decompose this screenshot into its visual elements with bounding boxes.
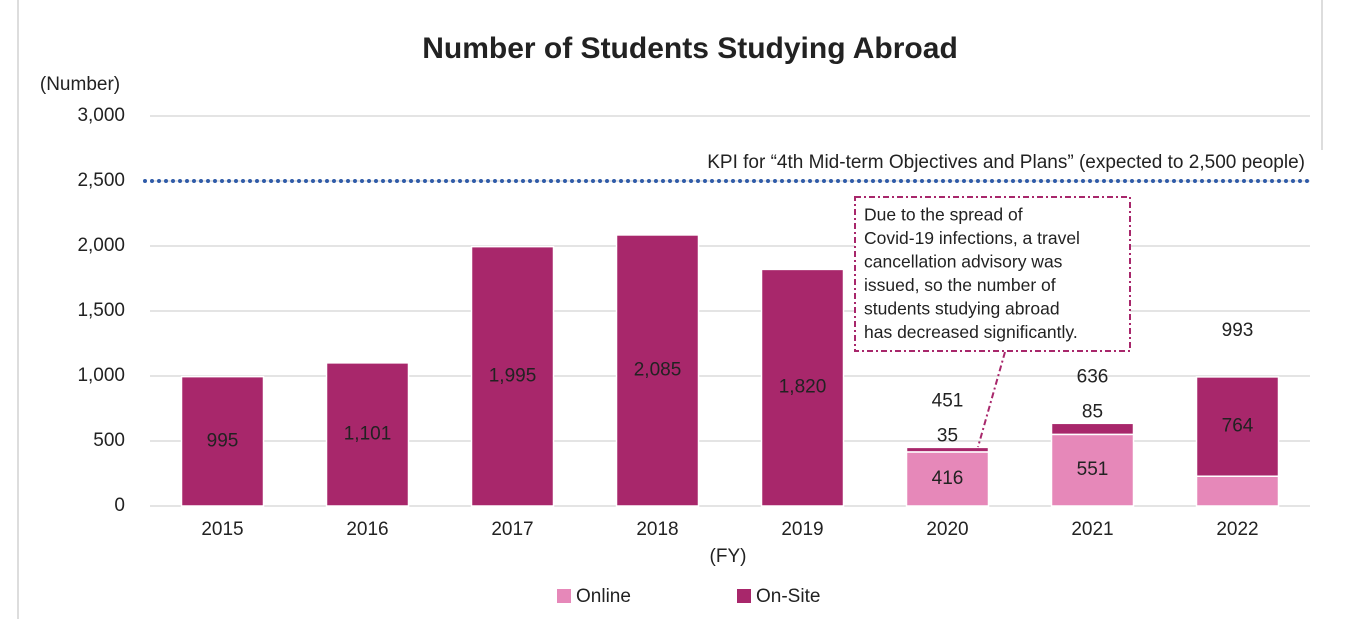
- y-tick-label: 500: [93, 430, 125, 451]
- x-tick-label: 2016: [346, 519, 388, 540]
- y-tick-label: 2,000: [77, 235, 125, 256]
- callout-text: Due to the spread of: [864, 205, 1023, 225]
- x-tick-label: 2022: [1216, 519, 1258, 540]
- total-label: 993: [1222, 320, 1254, 341]
- data-label: 1,820: [779, 377, 827, 398]
- data-label: 1,995: [489, 365, 537, 386]
- bar-segment: [1050, 422, 1135, 436]
- legend-label: On-Site: [756, 586, 820, 607]
- callout-text: issued, so the number of: [864, 275, 1056, 295]
- callout-text: Covid-19 infections, a travel: [864, 228, 1080, 248]
- y-tick-label: 0: [114, 495, 125, 516]
- bar-segment: [1195, 376, 1280, 477]
- y-tick-label: 1,000: [77, 365, 125, 386]
- x-tick-label: 2015: [201, 519, 243, 540]
- x-tick-label: 2019: [781, 519, 823, 540]
- data-label: 85: [1082, 401, 1103, 422]
- x-tick-label: 2020: [926, 519, 968, 540]
- callout-text: cancellation advisory was: [864, 252, 1063, 272]
- bar-segment: [905, 446, 990, 453]
- x-axis-label: (FY): [710, 546, 747, 567]
- bar-segment: [1050, 433, 1135, 507]
- total-label: 636: [1077, 366, 1109, 387]
- bar-segment: [905, 451, 990, 507]
- bar-segment: [180, 375, 265, 507]
- bar-segment: [615, 234, 700, 507]
- legend-swatch: [557, 589, 571, 603]
- legend-swatch: [737, 589, 751, 603]
- y-tick-label: 3,000: [77, 105, 125, 126]
- callout-box: [854, 196, 1131, 352]
- callout-text: has decreased significantly.: [864, 322, 1078, 342]
- callout-leader: [977, 351, 1006, 448]
- data-label: 2,085: [634, 359, 682, 380]
- data-label: 995: [207, 430, 239, 451]
- bar-segment: [1195, 475, 1280, 507]
- chart-title: Number of Students Studying Abroad: [422, 32, 958, 65]
- data-label: 764: [1222, 416, 1254, 437]
- bar-segment: [760, 268, 845, 507]
- bar-segment: [470, 245, 555, 507]
- total-label: 451: [932, 390, 964, 411]
- data-label: 551: [1077, 459, 1109, 480]
- y-axis-label: (Number): [40, 74, 120, 95]
- x-tick-label: 2018: [636, 519, 678, 540]
- data-label: 35: [937, 425, 958, 446]
- x-tick-label: 2017: [491, 519, 533, 540]
- bar-segment: [325, 362, 410, 507]
- x-tick-label: 2021: [1071, 519, 1113, 540]
- y-tick-label: 1,500: [77, 300, 125, 321]
- y-tick-label: 2,500: [77, 170, 125, 191]
- data-label: 1,101: [344, 423, 392, 444]
- callout-text: students studying abroad: [864, 299, 1060, 319]
- reference-label: KPI for “4th Mid-term Objectives and Pla…: [707, 152, 1305, 173]
- data-label: 416: [932, 468, 964, 489]
- legend-label: Online: [576, 586, 631, 607]
